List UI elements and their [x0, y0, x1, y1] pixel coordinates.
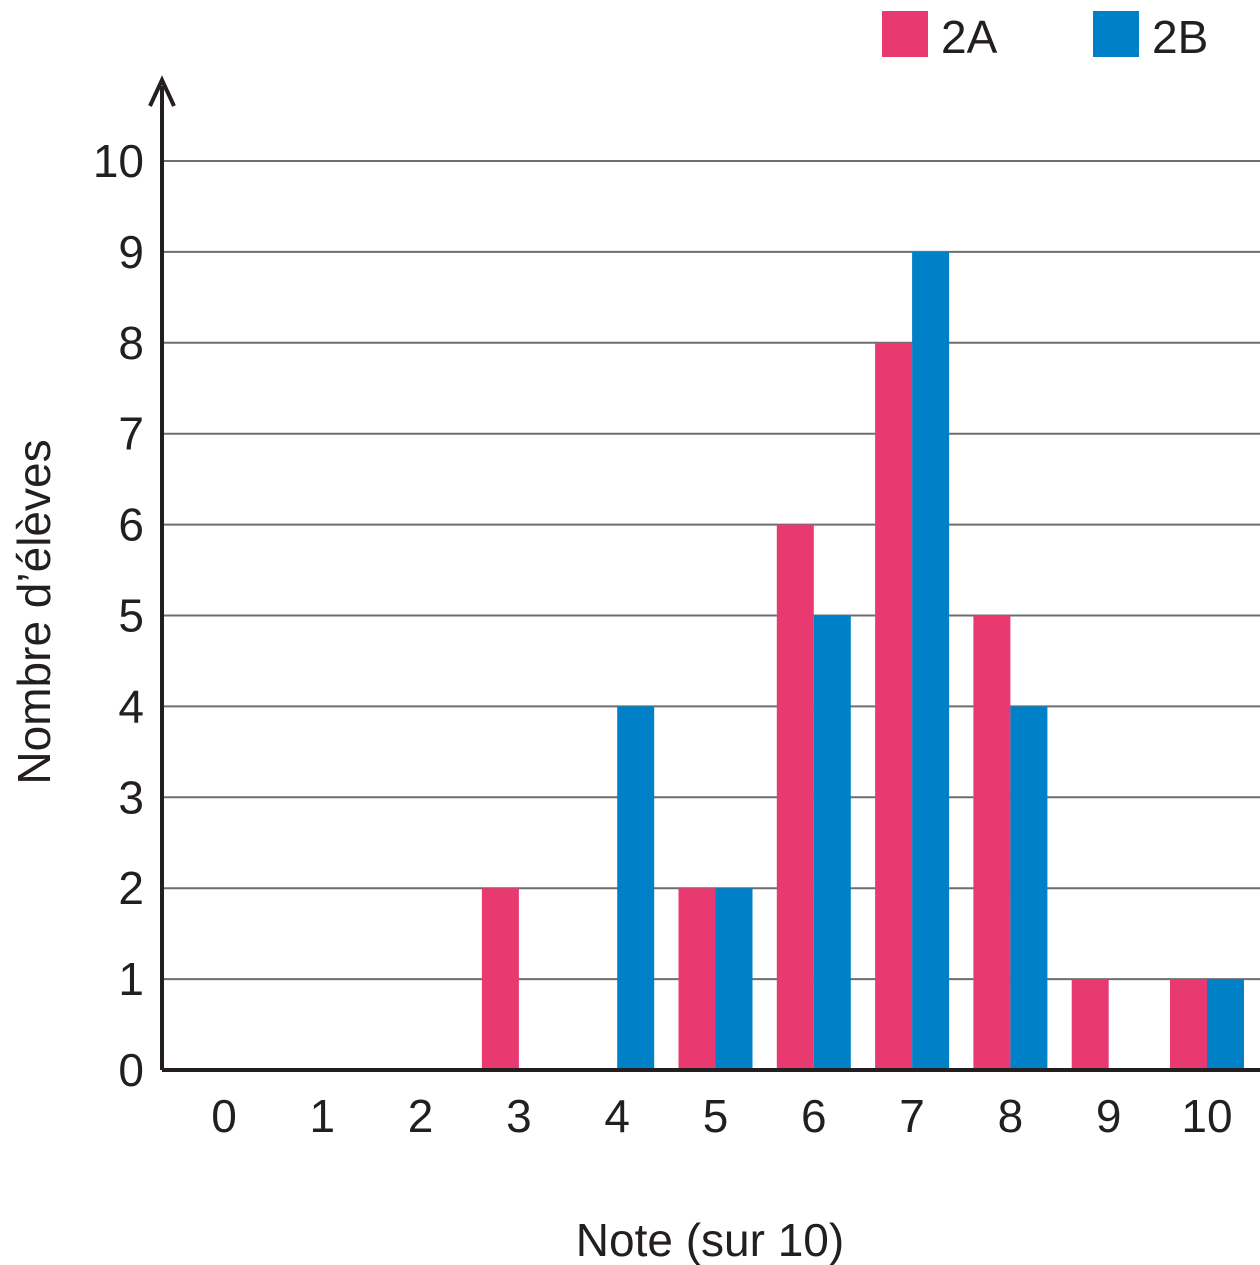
x-tick-label: 2: [408, 1090, 434, 1142]
y-tick-label: 6: [118, 499, 144, 551]
legend-label-2a: 2A: [941, 11, 998, 63]
bar-2b: [715, 888, 753, 1070]
y-tick-labels: 0 1 2 3 4 5 6 7 8 9 10: [93, 135, 144, 1096]
x-tick-labels: 0 1 2 3 4 5 6 7 8 9 10: [211, 1090, 1232, 1142]
y-tick-label: 10: [93, 135, 144, 187]
x-tick-label: 0: [211, 1090, 237, 1142]
x-tick-label: 3: [506, 1090, 532, 1142]
bar-2a: [875, 342, 913, 1070]
legend-swatch-2b: [1093, 11, 1139, 57]
bar-2b: [617, 706, 655, 1070]
bar-2a: [1170, 979, 1207, 1070]
x-tick-label: 4: [604, 1090, 630, 1142]
y-axis-title: Nombre d’élèves: [8, 439, 60, 784]
x-tick-label: 5: [703, 1090, 729, 1142]
y-tick-label: 7: [118, 408, 144, 460]
bar-2a: [678, 888, 716, 1070]
x-tick-label: 7: [899, 1090, 925, 1142]
bar-2a: [776, 524, 814, 1070]
x-tick-label: 1: [310, 1090, 336, 1142]
bar-2a: [481, 888, 519, 1070]
y-tick-label: 2: [118, 862, 144, 914]
x-axis-title: Note (sur 10): [576, 1214, 844, 1265]
y-tick-label: 5: [118, 590, 144, 642]
x-tick-label: 10: [1181, 1090, 1232, 1142]
y-tick-label: 9: [118, 226, 144, 278]
legend: 2A 2B: [882, 11, 1208, 63]
bars: [481, 251, 1244, 1070]
bar-2a: [1071, 979, 1109, 1070]
x-tick-label: 8: [998, 1090, 1024, 1142]
x-tick-label: 6: [801, 1090, 827, 1142]
y-tick-label: 4: [118, 680, 144, 732]
bar-2b: [912, 251, 950, 1070]
bar-2b: [1207, 979, 1244, 1070]
gridlines: [162, 160, 1260, 981]
legend-label-2b: 2B: [1152, 11, 1208, 63]
axes: [148, 75, 1260, 1072]
bar-2a: [973, 615, 1011, 1070]
legend-swatch-2a: [882, 11, 928, 57]
bar-2b: [1010, 706, 1048, 1070]
y-tick-label: 0: [118, 1044, 144, 1096]
y-tick-label: 1: [118, 953, 144, 1005]
y-axis-arrow-icon: [148, 75, 176, 107]
y-tick-label: 3: [118, 771, 144, 823]
bar-2b: [813, 615, 851, 1070]
x-tick-label: 9: [1096, 1090, 1122, 1142]
y-tick-label: 8: [118, 317, 144, 369]
